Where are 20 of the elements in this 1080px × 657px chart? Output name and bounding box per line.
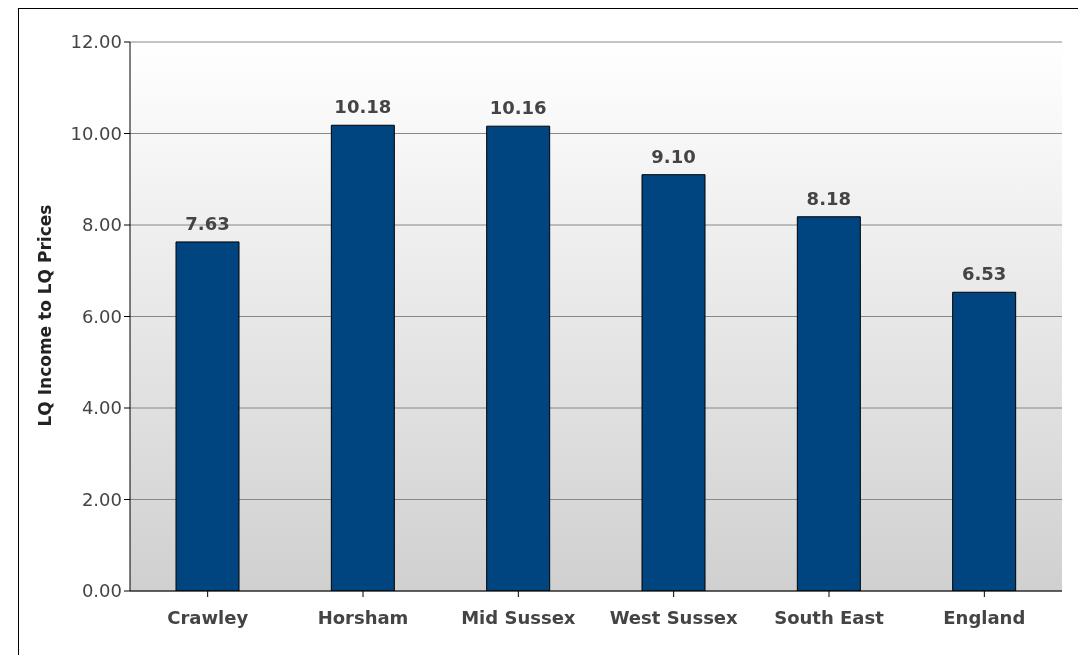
y-tick-label: 6.00 <box>81 305 122 327</box>
x-tick-label: England <box>943 606 1026 628</box>
data-label: 9.10 <box>651 145 696 167</box>
data-label: 8.18 <box>806 187 852 209</box>
y-tick-label: 10.00 <box>70 122 122 144</box>
data-label: 7.63 <box>185 212 230 234</box>
data-label: 10.18 <box>334 96 392 118</box>
x-tick-label: South East <box>774 606 885 628</box>
data-label: 6.53 <box>961 263 1007 285</box>
y-axis-title: LQ Income to LQ Prices <box>35 204 56 427</box>
y-tick-label: 4.00 <box>81 397 122 419</box>
y-tick-label: 8.00 <box>81 214 122 236</box>
x-tick-label: Crawley <box>167 606 249 628</box>
y-tick-label: 12.00 <box>70 31 122 53</box>
x-tick-label: Horsham <box>317 606 409 628</box>
x-tick-label: Mid Sussex <box>461 606 576 628</box>
x-tick-label: West Sussex <box>609 606 739 628</box>
y-tick-label: 0.00 <box>81 580 122 602</box>
data-label: 10.16 <box>489 97 547 119</box>
y-tick-label: 2.00 <box>81 488 122 510</box>
